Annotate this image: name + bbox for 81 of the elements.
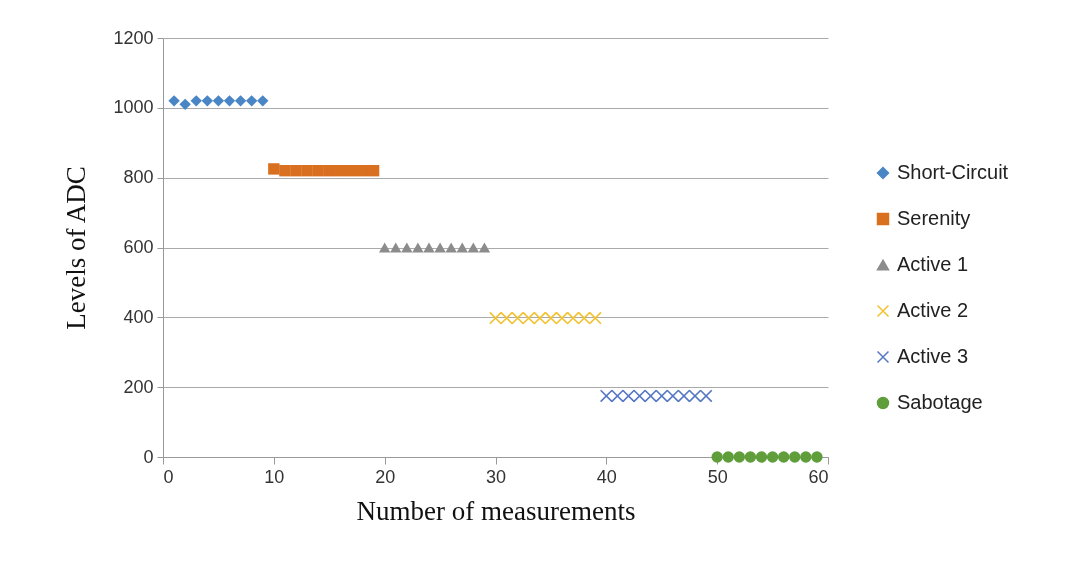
x-tick-label: 20	[375, 466, 396, 487]
point	[500, 311, 514, 325]
point	[168, 95, 180, 107]
point	[390, 242, 402, 253]
point	[566, 311, 580, 325]
point	[677, 389, 691, 403]
legend-label: Active 3	[897, 345, 969, 367]
point	[755, 451, 768, 463]
x-tick-label: 60	[808, 466, 829, 487]
point	[245, 95, 258, 107]
point	[511, 311, 525, 325]
point	[577, 311, 591, 325]
point	[622, 389, 635, 403]
x-tick-label: 40	[596, 466, 617, 487]
point	[800, 451, 812, 463]
point	[522, 311, 536, 325]
point	[544, 311, 558, 325]
point	[301, 164, 313, 177]
point	[378, 242, 391, 253]
point	[290, 164, 302, 177]
point	[588, 311, 602, 325]
legend-label: Active 2	[897, 299, 969, 321]
point	[811, 451, 823, 463]
point	[423, 242, 435, 253]
y-tick-label: 200	[123, 376, 154, 397]
point	[699, 389, 713, 403]
x-tick-label: 30	[485, 466, 507, 487]
point	[201, 95, 214, 107]
point	[279, 164, 291, 177]
legend-label: Serenity	[897, 207, 971, 229]
point	[644, 389, 658, 403]
point	[445, 242, 457, 253]
point	[434, 242, 446, 253]
legend-label: Sabotage	[897, 391, 983, 413]
y-tick-label: 400	[123, 306, 154, 327]
point	[533, 311, 547, 325]
point	[633, 389, 647, 403]
point	[179, 98, 191, 111]
point	[744, 451, 757, 463]
x-tick-label: 10	[264, 466, 285, 487]
point	[223, 95, 236, 107]
point	[733, 451, 746, 463]
point	[478, 242, 491, 253]
y-axis-title: Levels of ADC	[61, 166, 92, 330]
point	[467, 242, 480, 253]
point	[555, 311, 569, 325]
y-tick-label: 800	[123, 167, 154, 188]
point	[722, 451, 734, 463]
point	[323, 164, 335, 177]
point	[401, 242, 413, 253]
point	[766, 451, 779, 463]
point	[610, 389, 624, 403]
x-axis-title: Number of measurements	[356, 495, 636, 526]
point	[599, 389, 613, 403]
point	[777, 451, 790, 463]
point	[345, 164, 358, 177]
point	[212, 95, 225, 107]
point	[257, 95, 269, 107]
point	[711, 451, 723, 463]
x-tick-label: 0	[163, 466, 174, 487]
point	[489, 311, 502, 325]
point	[367, 164, 380, 177]
point	[190, 95, 202, 107]
point	[412, 242, 424, 253]
legend-label: Active 1	[897, 253, 969, 275]
point	[688, 389, 702, 403]
x-tick-label: 50	[707, 466, 728, 487]
legend-label: Short-Circuit	[897, 161, 1009, 183]
y-tick-label: 1200	[113, 27, 154, 48]
point	[666, 389, 680, 403]
point	[789, 451, 801, 463]
y-tick-label: 600	[123, 237, 154, 257]
y-tick-label: 1000	[113, 97, 154, 118]
point	[356, 164, 369, 177]
point	[312, 164, 324, 177]
point	[334, 164, 347, 177]
y-tick-label: 0	[143, 446, 154, 467]
point	[234, 95, 247, 107]
point	[456, 242, 468, 253]
point	[655, 389, 669, 403]
point	[268, 163, 280, 175]
